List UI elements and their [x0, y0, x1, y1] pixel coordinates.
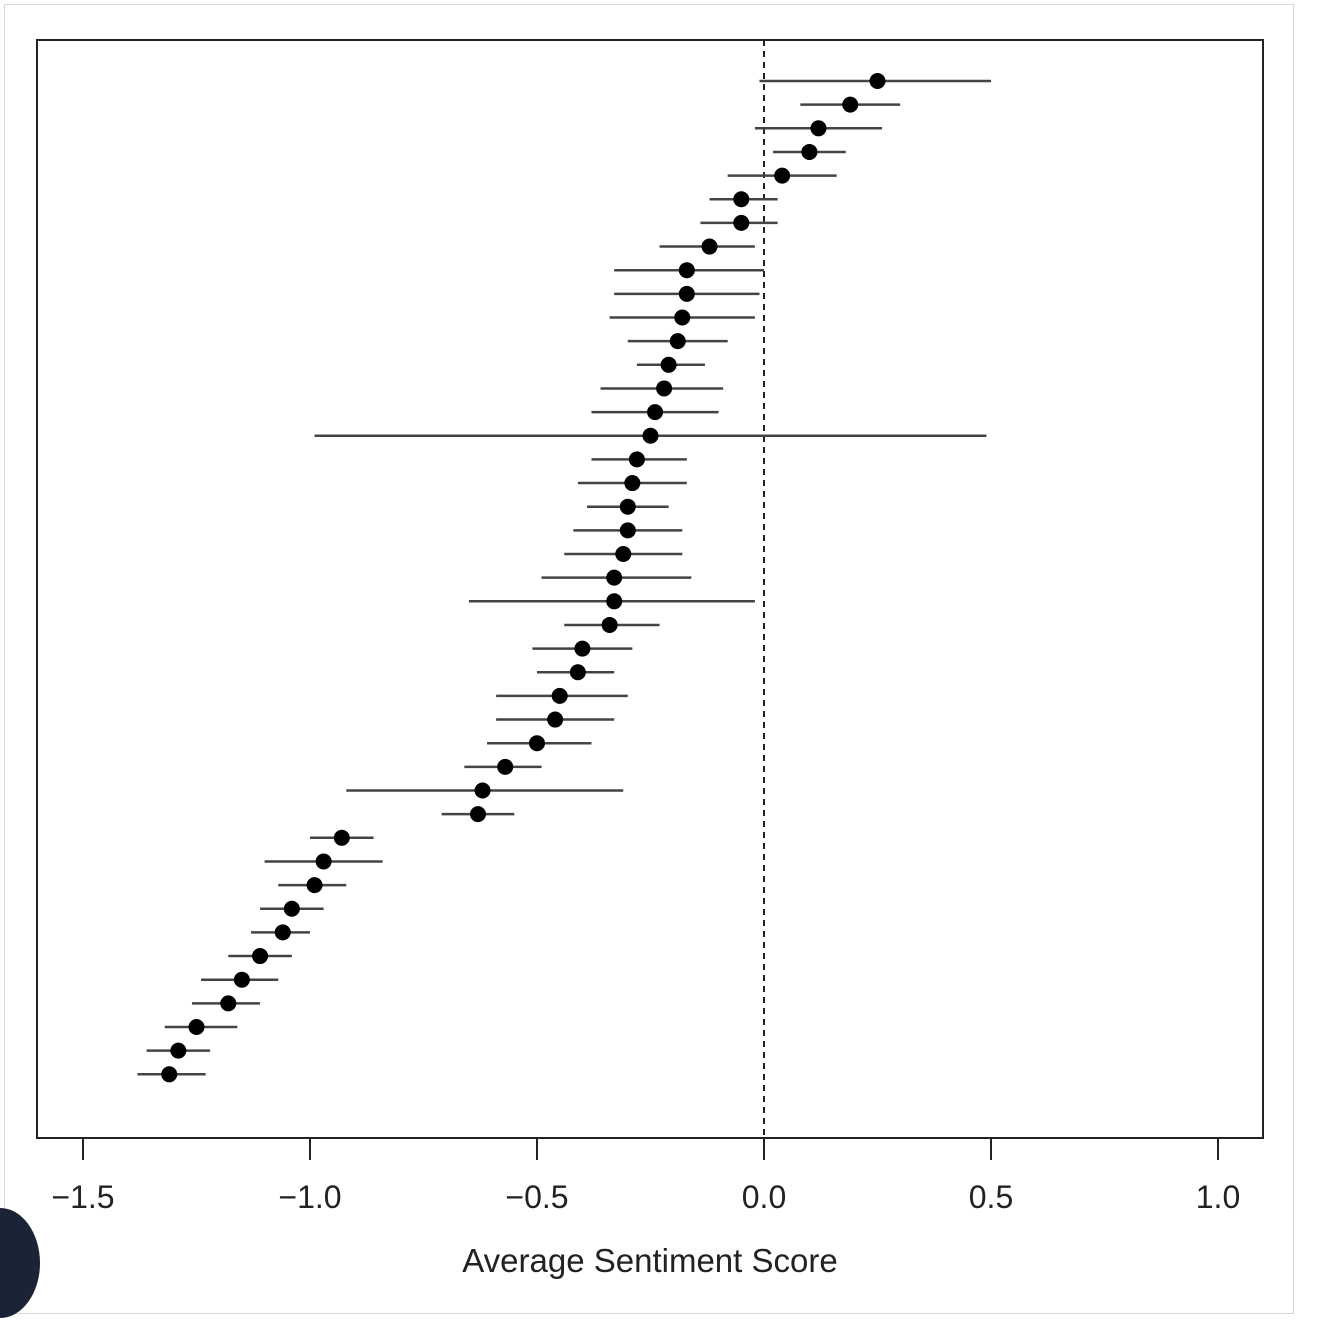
- point-estimate-7: [733, 214, 750, 231]
- confidence-intervals: [137, 79, 991, 1076]
- x-tick-label-5: 0.5: [969, 1179, 1013, 1215]
- point-estimate-43: [161, 1066, 178, 1083]
- point-estimate-20: [619, 522, 636, 539]
- point-estimate-2: [842, 96, 859, 113]
- point-estimate-19: [619, 498, 636, 515]
- point-estimate-40: [220, 995, 237, 1012]
- x-axis-label: Average Sentiment Score: [462, 1242, 837, 1279]
- point-estimate-12: [669, 333, 686, 350]
- point-estimate-24: [601, 616, 618, 633]
- point-estimate-21: [615, 546, 632, 562]
- point-estimate-37: [274, 924, 291, 941]
- x-axis: −1.5 −1.0 −0.5 0.0 0.5 1.0: [51, 1138, 1240, 1215]
- point-estimate-36: [283, 900, 300, 917]
- point-estimate-38: [252, 948, 269, 965]
- point-estimate-31: [474, 782, 491, 799]
- point-estimate-15: [647, 404, 664, 421]
- point-estimate-42: [170, 1042, 187, 1059]
- point-estimate-8: [701, 238, 718, 255]
- plot-area-border: [36, 39, 1264, 1139]
- point-estimate-26: [569, 664, 586, 681]
- point-estimate-11: [674, 309, 691, 326]
- point-estimate-29: [529, 735, 545, 752]
- point-estimate-10: [678, 285, 695, 302]
- figure-frame: [4, 4, 1294, 1314]
- point-estimate-32: [469, 806, 486, 823]
- x-tick-label-4: 0.0: [742, 1179, 786, 1215]
- point-estimate-9: [678, 262, 695, 279]
- point-estimate-14: [656, 380, 673, 397]
- point-estimate-5: [774, 167, 791, 184]
- point-estimate-16: [642, 427, 659, 444]
- x-tick-label-6: 1.0: [1196, 1179, 1240, 1215]
- point-estimate-39: [233, 971, 250, 988]
- point-estimate-1: [869, 73, 886, 89]
- x-tick-label-2: −1.0: [278, 1179, 341, 1215]
- point-estimate-18: [624, 475, 641, 492]
- point-estimate-25: [574, 640, 591, 657]
- point-estimates: [161, 73, 886, 1083]
- point-estimate-33: [333, 829, 350, 846]
- point-estimate-23: [606, 593, 623, 610]
- point-estimate-6: [733, 191, 750, 208]
- x-tick-label-3: −0.5: [505, 1179, 568, 1215]
- point-estimate-4: [801, 143, 818, 160]
- point-estimate-22: [606, 569, 623, 586]
- point-estimate-35: [306, 877, 323, 894]
- point-estimate-3: [810, 120, 827, 137]
- point-estimate-41: [188, 1019, 205, 1035]
- point-estimate-13: [660, 356, 677, 373]
- x-tick-label-1: −1.5: [51, 1179, 114, 1215]
- point-estimate-27: [551, 687, 568, 704]
- point-estimate-17: [628, 451, 645, 468]
- point-estimate-30: [497, 758, 514, 775]
- point-estimate-34: [315, 853, 332, 870]
- point-estimate-28: [547, 711, 564, 728]
